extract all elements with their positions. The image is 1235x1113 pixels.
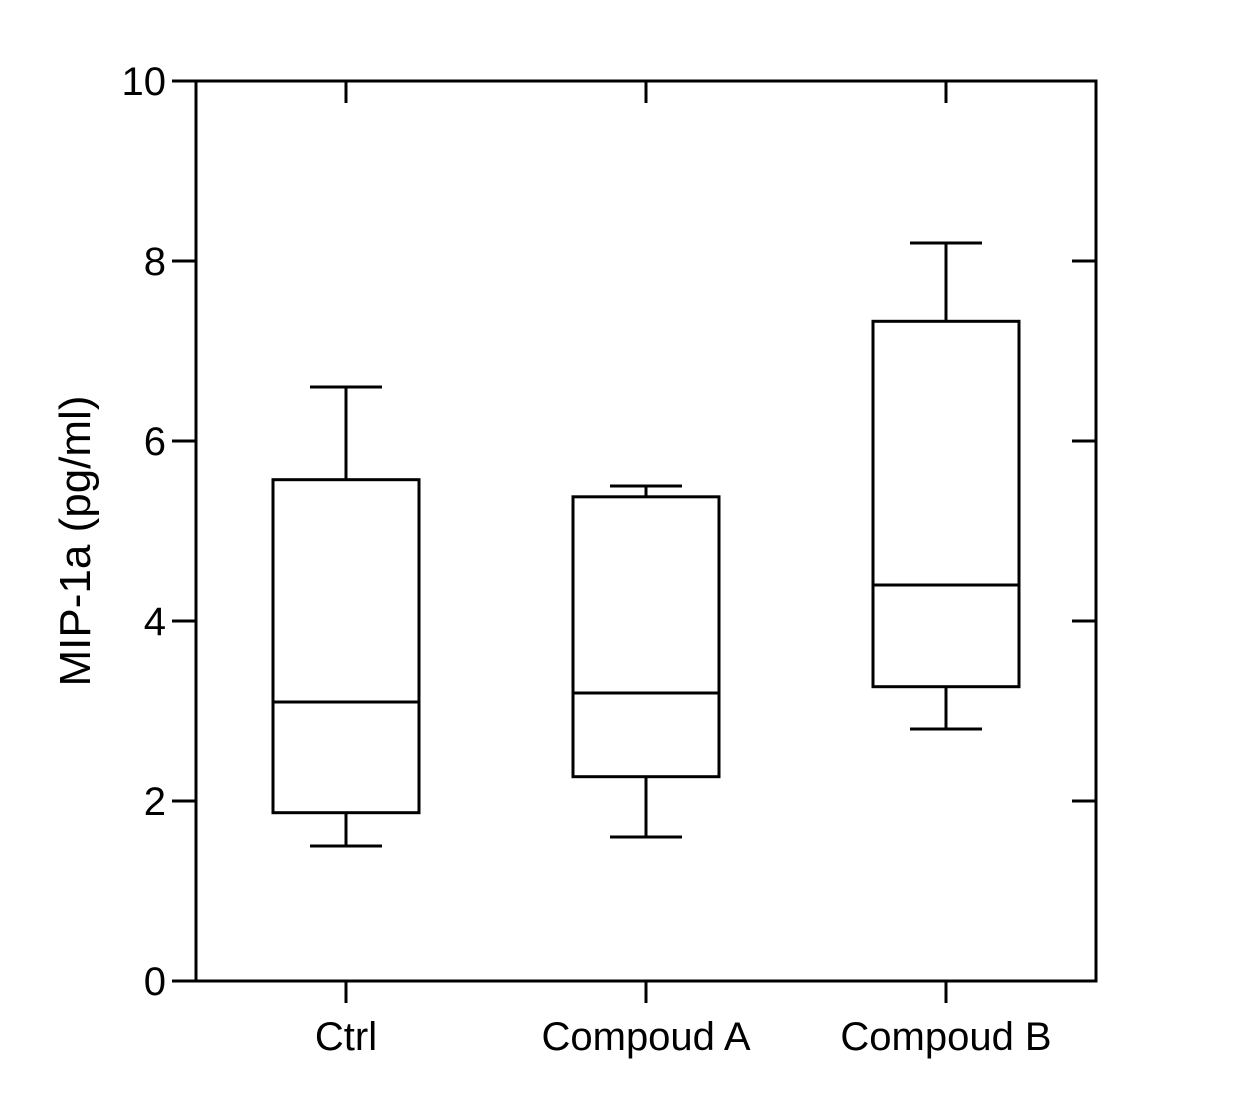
box-compoud-a <box>571 484 721 839</box>
iqr-box <box>271 478 421 815</box>
y-axis-ticks: 0 2 4 6 8 10 <box>122 60 1096 1004</box>
x-axis-ticks: Ctrl Compoud A Compoud B <box>315 81 1052 1059</box>
y-axis-label: MIP-1a (pg/ml) <box>51 396 100 687</box>
iqr-box <box>871 319 1021 689</box>
x-tick-label: Compoud B <box>840 1015 1051 1059</box>
y-tick-label: 6 <box>144 420 166 464</box>
box-series <box>271 241 1021 848</box>
y-tick-label: 4 <box>144 600 166 644</box>
y-tick-label: 2 <box>144 780 166 824</box>
box-ctrl <box>271 385 421 848</box>
x-tick-label: Compoud A <box>541 1015 750 1059</box>
x-tick-label: Ctrl <box>315 1015 377 1059</box>
y-tick-label: 10 <box>122 60 167 104</box>
iqr-box <box>571 495 721 779</box>
box-compoud-b <box>871 241 1021 731</box>
y-tick-label: 0 <box>144 960 166 1004</box>
y-tick-label: 8 <box>144 240 166 284</box>
